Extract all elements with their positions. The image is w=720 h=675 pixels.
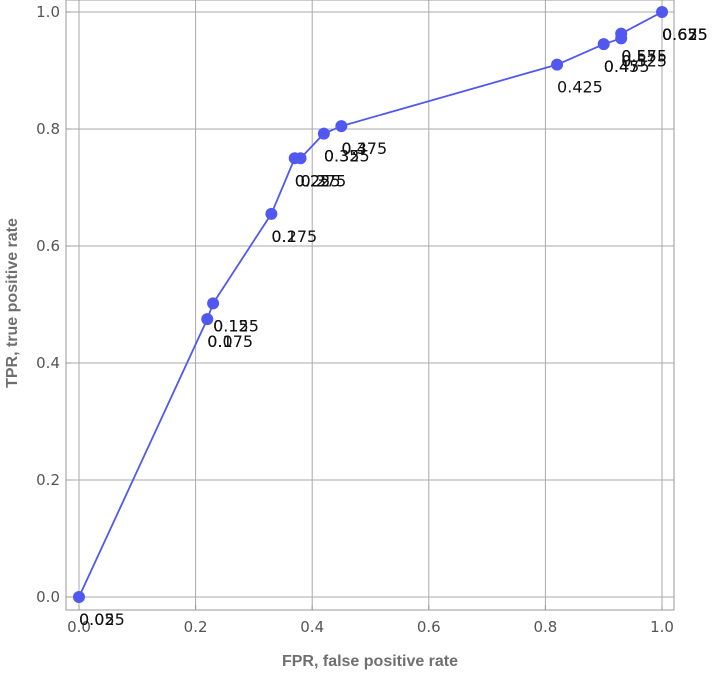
x-tick-label: 0.4 (300, 618, 324, 636)
threshold-label: 0.15 (213, 316, 249, 335)
roc-series (73, 6, 668, 603)
threshold-label: 0.55 (621, 47, 657, 66)
y-tick-label: 0.6 (36, 237, 60, 255)
x-axis-title: FPR, false positive rate (282, 653, 458, 670)
threshold-label: 0.125 (213, 316, 259, 335)
y-axis-title: TPR, true positive rate (4, 218, 21, 388)
data-point (294, 152, 307, 165)
y-tick-label: 0.2 (36, 471, 60, 489)
x-tick-label: 0.0 (67, 618, 91, 636)
x-tick-label: 1.0 (650, 618, 674, 636)
threshold-label: 0.35 (324, 147, 360, 166)
y-axis-ticks: 0.0 0.2 0.4 0.6 0.8 1.0 (36, 3, 71, 606)
threshold-label: 0.275 (301, 171, 347, 190)
threshold-label: 0.1 (207, 332, 232, 351)
threshold-label: 0.25 (295, 171, 331, 190)
point-labels: 0.0250.050.10.0750.1250.150.20.1750.2250… (79, 25, 708, 629)
threshold-label: 0.3 (301, 171, 326, 190)
y-tick-label: 1.0 (36, 3, 60, 21)
threshold-label: 0.2 (271, 227, 296, 246)
threshold-label: 0.575 (621, 47, 667, 66)
data-point (335, 120, 348, 133)
grid-lines (66, 0, 674, 610)
threshold-label: 0.475 (604, 57, 650, 76)
data-point (656, 6, 668, 18)
threshold-label: 0.625 (662, 25, 708, 44)
threshold-label: 0.5 (621, 51, 646, 70)
x-axis-ticks: 0.0 0.2 0.4 0.6 0.8 1.0 (67, 605, 674, 636)
threshold-label: 0.075 (207, 332, 253, 351)
threshold-label: 0.05 (79, 610, 115, 629)
x-tick-label: 0.8 (533, 618, 557, 636)
data-point (265, 207, 278, 220)
threshold-label: 0.65 (662, 25, 698, 44)
threshold-label: 0.675 (662, 25, 708, 44)
threshold-label: 0.375 (341, 139, 387, 158)
y-tick-label: 0.0 (36, 588, 60, 606)
data-point (317, 127, 330, 140)
data-point (73, 591, 85, 603)
data-point (551, 58, 564, 71)
x-tick-label: 0.6 (417, 618, 441, 636)
roc-curve-line (78, 11, 663, 598)
threshold-label: 0.425 (557, 78, 603, 97)
data-point (207, 297, 220, 310)
y-tick-label: 0.8 (36, 120, 60, 138)
threshold-label: 0.45 (604, 57, 640, 76)
threshold-label: 0.525 (621, 51, 667, 70)
threshold-label: 0.025 (79, 610, 125, 629)
threshold-label: 0.4 (341, 139, 366, 158)
threshold-label: 0.6 (662, 25, 687, 44)
data-point (201, 313, 214, 326)
y-tick-label: 0.4 (36, 354, 60, 372)
plot-frame (65, 0, 675, 611)
x-tick-label: 0.2 (184, 618, 208, 636)
data-point (597, 38, 610, 51)
threshold-label: 0.175 (271, 227, 317, 246)
threshold-label: 0.325 (324, 147, 370, 166)
data-point (615, 27, 628, 40)
threshold-label: 0.225 (295, 171, 341, 190)
